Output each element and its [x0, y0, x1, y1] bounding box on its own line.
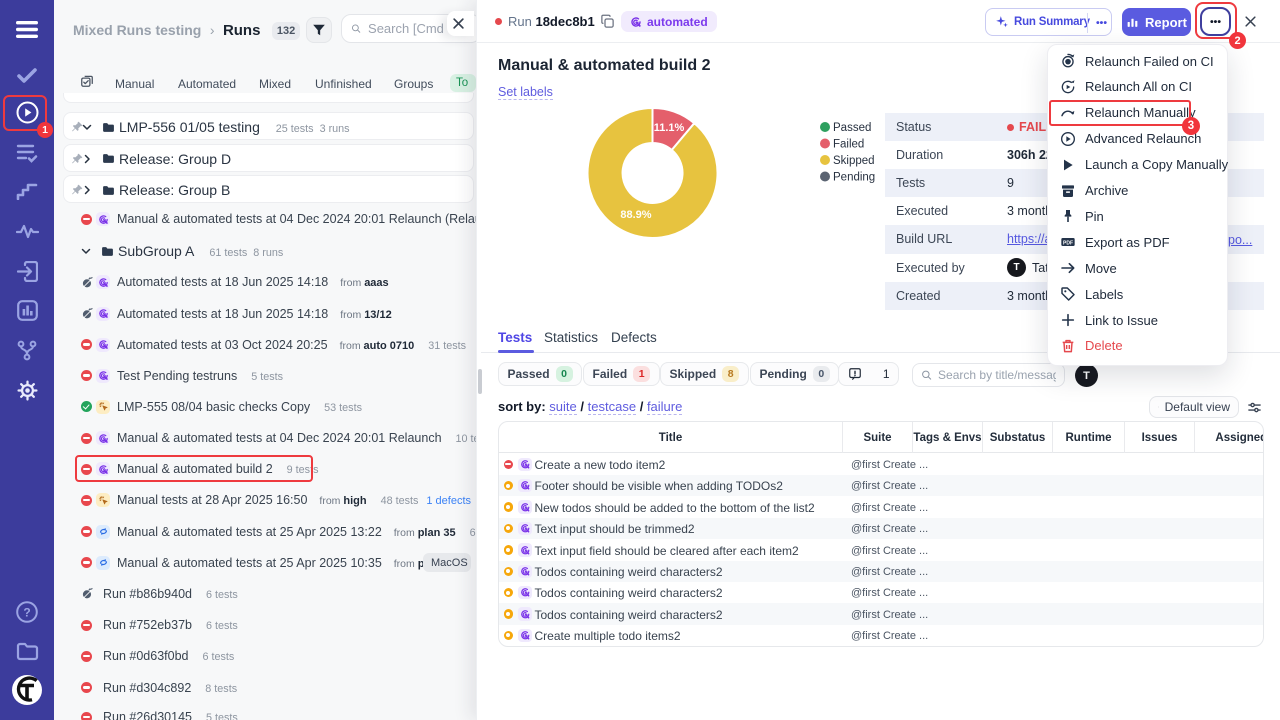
svg-text:Passed: Passed — [833, 122, 871, 134]
svg-text:11.1%: 11.1% — [654, 122, 685, 134]
svg-text:PDF: PDF — [1063, 241, 1073, 247]
svg-text:?: ? — [23, 606, 30, 620]
svg-text:Pending: Pending — [833, 172, 875, 184]
svg-text:Skipped: Skipped — [833, 155, 875, 167]
svg-text:Failed: Failed — [833, 139, 864, 151]
svg-text:88.9%: 88.9% — [620, 209, 651, 221]
